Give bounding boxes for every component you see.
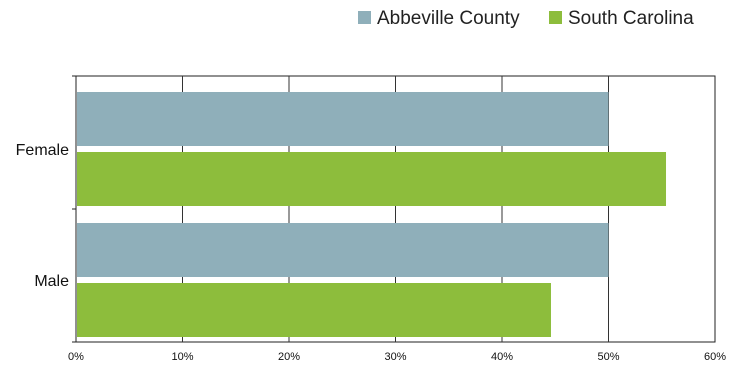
bar-female-south-carolina bbox=[77, 152, 667, 206]
bar-male-abbeville-county bbox=[77, 223, 609, 277]
x-axis-ticks: 0% 10% 20% 30% 40% 50% 60% bbox=[68, 351, 726, 363]
category-label-female: Female bbox=[16, 142, 69, 159]
legend-swatch-abbeville-county bbox=[358, 11, 371, 24]
bars bbox=[77, 92, 667, 337]
x-tick-label: 30% bbox=[384, 351, 406, 363]
legend: Abbeville County South Carolina bbox=[358, 8, 694, 29]
x-tick-label: 0% bbox=[68, 351, 84, 363]
bar-male-south-carolina bbox=[77, 283, 551, 337]
x-tick-label: 20% bbox=[278, 351, 300, 363]
category-label-male: Male bbox=[34, 273, 69, 290]
x-tick-label: 10% bbox=[171, 351, 193, 363]
legend-label-abbeville-county: Abbeville County bbox=[377, 8, 520, 29]
y-axis-categories: Female Male bbox=[16, 75, 76, 343]
legend-label-south-carolina: South Carolina bbox=[568, 8, 694, 29]
legend-swatch-south-carolina bbox=[549, 11, 562, 24]
x-tick-label: 50% bbox=[597, 351, 619, 363]
x-tick-label: 60% bbox=[704, 351, 726, 363]
bar-female-abbeville-county bbox=[77, 92, 609, 146]
x-tick-label: 40% bbox=[491, 351, 513, 363]
